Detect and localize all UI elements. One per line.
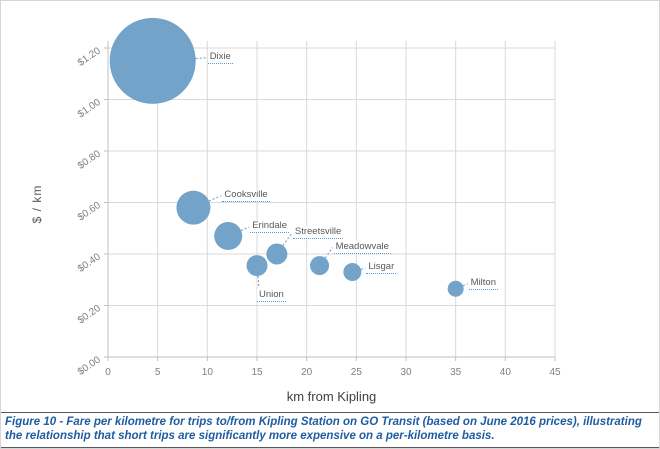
chart-canvas: 0 5 10 15 20 25 30 35 40 45 $0.00 $0.20 $0.40 $0.60 $0… xyxy=(76,17,561,378)
x-tick-label: 20 xyxy=(301,367,313,378)
label-leader-line xyxy=(208,195,222,202)
x-tick-label: 45 xyxy=(549,367,561,378)
bubble xyxy=(176,190,211,225)
y-tick-label: $1.00 xyxy=(76,97,103,121)
y-tick-label: $1.20 xyxy=(76,45,103,69)
label-leader-line xyxy=(282,232,293,246)
x-tick-label: 0 xyxy=(105,367,111,378)
label-leader-line xyxy=(195,57,207,59)
label-leader-line xyxy=(257,275,260,288)
y-tick-label: $0.80 xyxy=(76,148,103,172)
x-tick-label: 30 xyxy=(400,367,412,378)
x-tick-label: 5 xyxy=(155,367,161,378)
y-tick-label: $0.20 xyxy=(76,303,103,327)
bubble xyxy=(266,243,288,265)
y-tick-label: $0.00 xyxy=(76,354,103,378)
bubble xyxy=(246,255,268,277)
y-tick-label: $0.40 xyxy=(76,251,103,275)
x-tick-label: 10 xyxy=(202,367,214,378)
x-tick-label: 40 xyxy=(500,367,512,378)
x-axis-title: km from Kipling xyxy=(286,389,377,404)
label-leader-line xyxy=(360,267,366,270)
bubble xyxy=(214,221,243,250)
x-tick-label: 35 xyxy=(450,367,462,378)
label-leader-line xyxy=(324,247,333,259)
label-leader-line xyxy=(240,226,250,231)
x-tick-label: 15 xyxy=(251,367,263,378)
x-tick-label: 25 xyxy=(351,367,363,378)
label-leader-line xyxy=(462,283,468,287)
bubble xyxy=(447,280,464,297)
bubble xyxy=(310,256,330,276)
bubble xyxy=(109,17,196,104)
bubble-chart: 0 5 10 15 20 25 30 35 40 45 $0.00 $0.20 $0.40 $0.60 $0… xyxy=(1,1,659,412)
y-tick-label: $0.60 xyxy=(76,200,103,224)
bubble xyxy=(343,263,362,282)
figure-caption: Figure 10 - Fare per kilometre for trips… xyxy=(1,412,659,448)
y-axis-title: $ / km xyxy=(30,184,44,224)
